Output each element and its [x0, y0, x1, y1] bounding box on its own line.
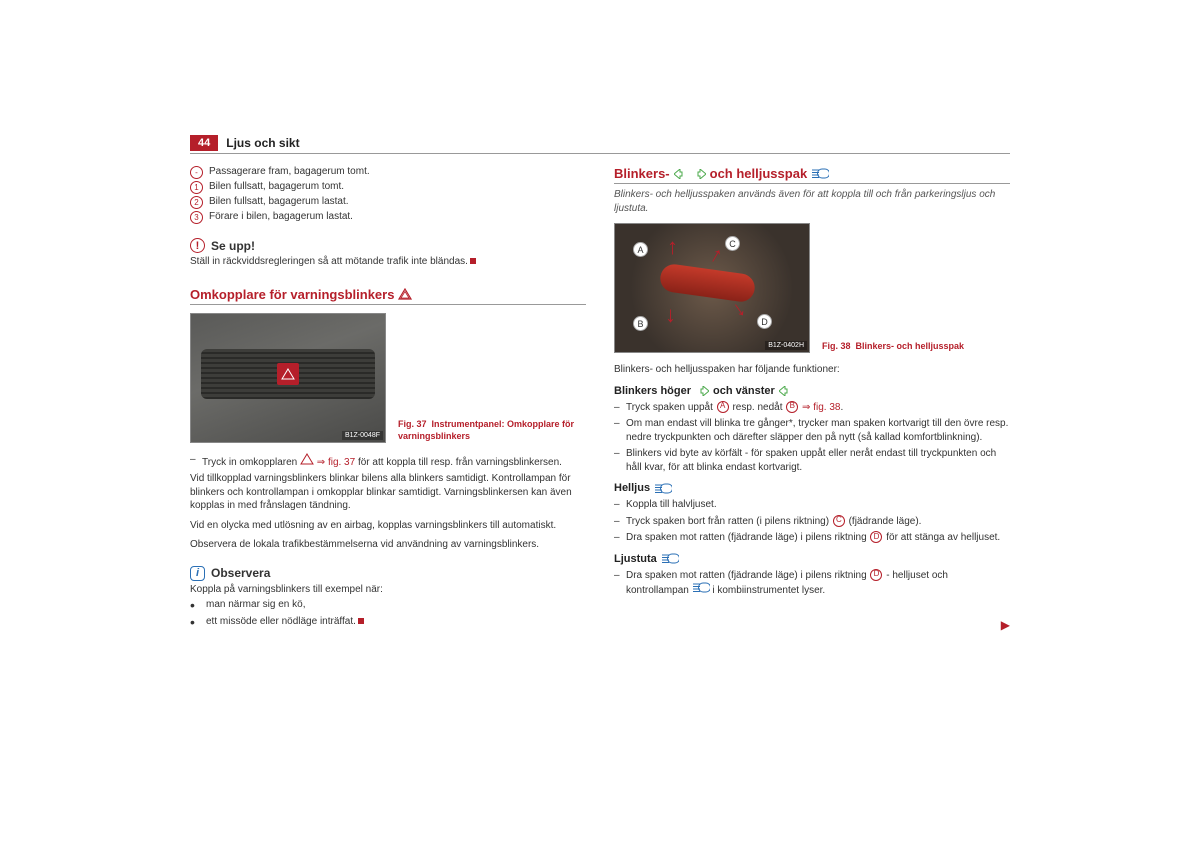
- list-item: – Tryck spaken uppåt A resp. nedåt B ⇒ f…: [614, 401, 1010, 415]
- position-text: Förare i bilen, bagagerum lastat.: [209, 211, 353, 222]
- position-item: 1 Bilen fullsatt, bagagerum tomt.: [190, 181, 586, 194]
- marker-c-ref: C: [833, 515, 845, 527]
- figure-link[interactable]: ⇒ fig. 37: [317, 457, 355, 468]
- subsection-blinkers: Blinkers höger och vänster: [614, 385, 1010, 397]
- list-item: •ett missöde eller nödläge inträffat.: [190, 615, 586, 629]
- section-heading-stalk: Blinkers- och helljusspak: [614, 166, 1010, 184]
- figure-37-image: B1Z-0048F: [190, 313, 386, 443]
- position-item: - Passagerare fram, bagagerum tomt.: [190, 166, 586, 179]
- end-marker-icon: [470, 258, 476, 264]
- ljustuta-list: – Dra spaken mot ratten (fjädrande läge)…: [614, 569, 1010, 598]
- dash-icon: –: [614, 447, 626, 474]
- position-marker: 2: [190, 196, 203, 209]
- hazard-button-graphic: [277, 363, 299, 385]
- chapter-title: Ljus och sikt: [226, 136, 299, 150]
- turn-right-icon: [692, 169, 706, 179]
- position-text: Bilen fullsatt, bagagerum lastat.: [209, 196, 349, 207]
- list-item: –Om man endast vill blinka tre gånger*, …: [614, 417, 1010, 444]
- list-item: •man närmar sig en kö,: [190, 598, 586, 612]
- caution-text: Ställ in räckviddsregleringen så att möt…: [190, 255, 586, 269]
- list-item: –Koppla till halvljuset.: [614, 498, 1010, 512]
- marker-b: B: [633, 316, 648, 331]
- content-columns: - Passagerare fram, bagagerum tomt. 1 Bi…: [190, 166, 1010, 632]
- page-header: 44 Ljus och sikt: [190, 135, 1010, 154]
- position-item: 3 Förare i bilen, bagagerum lastat.: [190, 211, 586, 224]
- dash-icon: –: [614, 531, 626, 545]
- hazard-triangle-icon: [300, 453, 314, 465]
- dash-icon: –: [614, 498, 626, 512]
- figure-38-caption: Fig. 38 Blinkers- och helljusspak: [822, 341, 964, 353]
- info-icon: i: [190, 566, 205, 581]
- marker-a-ref: A: [717, 401, 729, 413]
- arrow-a: ↑: [667, 234, 678, 260]
- position-text: Bilen fullsatt, bagagerum tomt.: [209, 181, 344, 192]
- subsection-helljus: Helljus: [614, 482, 1010, 494]
- high-beam-icon: [654, 483, 672, 494]
- turn-left-icon: [779, 386, 793, 396]
- position-marker: -: [190, 166, 203, 179]
- section-heading-hazard: Omkopplare för varningsblinkers: [190, 287, 586, 305]
- figure-37-row: B1Z-0048F Fig. 37 Instrumentpanel: Omkop…: [190, 313, 586, 443]
- figure-37-caption: Fig. 37 Instrumentpanel: Omkopplare för …: [398, 419, 586, 442]
- high-beam-icon: [811, 168, 829, 179]
- figure-38-image: A ↑ C ↑ B ↓ D ↓ B1Z-0402H: [614, 223, 810, 353]
- dash-icon: –: [614, 569, 626, 598]
- list-item: – Tryck spaken bort från ratten (i pilen…: [614, 515, 1010, 529]
- high-beam-icon: [661, 553, 679, 564]
- figure-id: B1Z-0402H: [765, 341, 807, 350]
- dash-icon: –: [190, 453, 202, 470]
- turn-left-icon: [674, 169, 688, 179]
- turn-right-icon: [695, 386, 709, 396]
- marker-d: D: [757, 314, 772, 329]
- note-title: Observera: [211, 566, 270, 580]
- figure-38-row: A ↑ C ↑ B ↓ D ↓ B1Z-0402H Fig. 38 Blinke…: [614, 223, 1010, 353]
- list-item: – Dra spaken mot ratten (fjädrande läge)…: [614, 569, 1010, 598]
- end-marker-icon: [358, 618, 364, 624]
- caution-title: Se upp!: [211, 239, 255, 253]
- marker-c: C: [725, 236, 740, 251]
- continue-arrow-icon: ▶: [1001, 618, 1010, 632]
- note-heading: i Observera: [190, 566, 586, 581]
- paragraph: Blinkers- och helljusspaken har följande…: [614, 363, 1010, 377]
- position-text: Passagerare fram, bagagerum tomt.: [209, 166, 370, 177]
- marker-b-ref: B: [786, 401, 798, 413]
- note-intro: Koppla på varningsblinkers till exempel …: [190, 583, 586, 597]
- caution-icon: !: [190, 238, 205, 253]
- dash-icon: –: [614, 417, 626, 444]
- arrow-c: ↑: [705, 241, 728, 269]
- hazard-triangle-icon: [398, 288, 412, 300]
- marker-d-ref: D: [870, 531, 882, 543]
- paragraph: Vid en olycka med utlösning av en airbag…: [190, 519, 586, 533]
- dashboard-vents: [201, 349, 375, 399]
- position-marker: 3: [190, 211, 203, 224]
- bullet-icon: •: [190, 598, 206, 612]
- high-beam-icon: [692, 582, 710, 593]
- bullet-icon: •: [190, 615, 206, 629]
- section-intro: Blinkers- och helljusspaken används även…: [614, 188, 1010, 215]
- marker-d-ref: D: [870, 569, 882, 581]
- stalk-lever-graphic: [659, 263, 757, 304]
- paragraph: Observera de lokala trafikbestämmelserna…: [190, 538, 586, 552]
- right-column: Blinkers- och helljusspak Blinkers- och …: [614, 166, 1010, 632]
- blinkers-list: – Tryck spaken uppåt A resp. nedåt B ⇒ f…: [614, 401, 1010, 475]
- position-item: 2 Bilen fullsatt, bagagerum lastat.: [190, 196, 586, 209]
- subsection-ljustuta: Ljustuta: [614, 553, 1010, 565]
- paragraph: Vid tillkopplad varningsblinkers blinkar…: [190, 472, 586, 513]
- helljus-list: –Koppla till halvljuset. – Tryck spaken …: [614, 498, 1010, 545]
- dash-icon: –: [614, 401, 626, 415]
- list-item: – Tryck in omkopplaren ⇒ fig. 37 för att…: [190, 453, 586, 470]
- list-item: – Dra spaken mot ratten (fjädrande läge)…: [614, 531, 1010, 545]
- left-column: - Passagerare fram, bagagerum tomt. 1 Bi…: [190, 166, 586, 632]
- list-item: –Blinkers vid byte av körfält - för spak…: [614, 447, 1010, 474]
- instruction-list: – Tryck in omkopplaren ⇒ fig. 37 för att…: [190, 453, 586, 470]
- note-list: •man närmar sig en kö, •ett missöde elle…: [190, 598, 586, 629]
- arrow-b: ↓: [665, 302, 676, 328]
- figure-id: B1Z-0048F: [342, 431, 383, 440]
- page-number: 44: [190, 135, 218, 151]
- marker-a: A: [633, 242, 648, 257]
- position-marker: 1: [190, 181, 203, 194]
- caution-heading: ! Se upp!: [190, 238, 586, 253]
- figure-link[interactable]: ⇒ fig. 38: [799, 402, 840, 413]
- dash-icon: –: [614, 515, 626, 529]
